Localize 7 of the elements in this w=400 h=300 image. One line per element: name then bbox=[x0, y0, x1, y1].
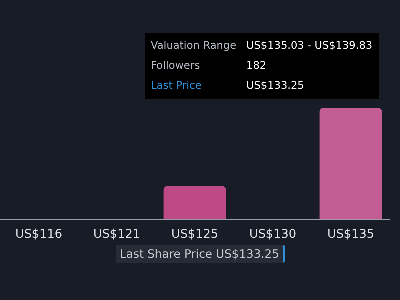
x-tick-label: US$121 bbox=[94, 226, 140, 241]
x-tick-label: US$135 bbox=[328, 226, 374, 241]
text: Last Share Price US$133.25 bbox=[116, 245, 286, 263]
x-tick-label: US$125 bbox=[172, 226, 218, 241]
x-tick-label: US$130 bbox=[250, 226, 296, 241]
tooltip-panel: Valuation Range US$135.03 - US$139.83 Followers 182 Last Price US$133.25 bbox=[145, 33, 379, 99]
x-tick-label: US$116 bbox=[16, 226, 62, 241]
